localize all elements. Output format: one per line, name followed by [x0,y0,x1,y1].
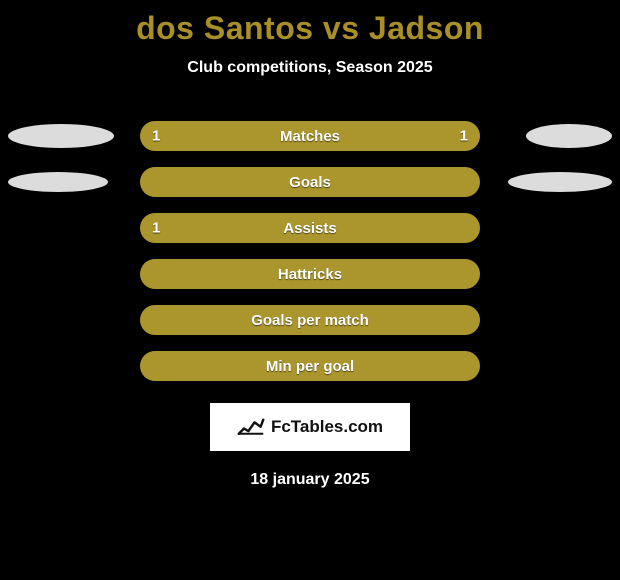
stat-label: Goals per match [251,312,369,329]
stat-bar: Goals [140,167,480,197]
stat-value-left: 1 [152,128,160,145]
ellipse-right [526,124,612,148]
stat-row: Goals [0,167,620,197]
stat-label: Assists [283,220,336,237]
stat-bar: Min per goal [140,351,480,381]
stat-label: Hattricks [278,266,342,283]
stat-row: Hattricks [0,259,620,289]
brand-text: FcTables.com [271,417,383,437]
stat-bar: Goals per match [140,305,480,335]
brand-box: FcTables.com [210,403,410,451]
stats-container: 1 Matches 1 Goals 1 Assists Hattricks Goals per… [0,121,620,381]
stat-bar: 1 Assists [140,213,480,243]
stat-bar: 1 Matches 1 [140,121,480,151]
stat-row: 1 Assists [0,213,620,243]
ellipse-left [8,124,114,148]
stat-label: Matches [280,128,340,145]
stat-row: Min per goal [0,351,620,381]
stat-value-right: 1 [460,128,468,145]
stat-bar: Hattricks [140,259,480,289]
ellipse-right [508,172,612,192]
stat-row: 1 Matches 1 [0,121,620,151]
page-title: dos Santos vs Jadson [0,0,620,47]
date-text: 18 january 2025 [0,471,620,489]
ellipse-left [8,172,108,192]
stat-row: Goals per match [0,305,620,335]
stat-value-left: 1 [152,220,160,237]
subtitle: Club competitions, Season 2025 [0,59,620,77]
stat-label: Min per goal [266,358,354,375]
stat-label: Goals [289,174,331,191]
brand-chart-icon [237,414,271,441]
